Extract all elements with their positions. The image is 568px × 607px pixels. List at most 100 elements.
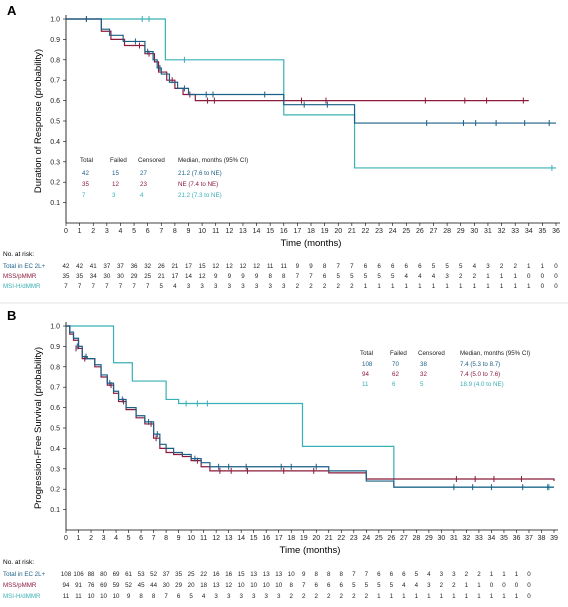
at-risk-value: 3	[241, 283, 245, 290]
at-risk-value: 12	[239, 263, 246, 270]
at-risk-value: 2	[459, 273, 463, 280]
table-cell: 15	[112, 170, 119, 177]
x-tick-label: 8	[164, 535, 168, 542]
at-risk-value: 6	[340, 582, 344, 589]
at-risk-value: 8	[290, 582, 294, 589]
at-risk-value: 17	[171, 273, 178, 280]
at-risk-value: 12	[253, 263, 260, 270]
at-risk-value: 2	[336, 283, 340, 290]
at-risk-value: 42	[76, 263, 83, 270]
panel-label: A	[7, 3, 17, 18]
at-risk-value: 44	[150, 582, 157, 589]
at-risk-value: 9	[127, 593, 131, 600]
table-header: Failed	[390, 350, 407, 357]
at-risk-value: 21	[158, 273, 165, 280]
y-tick-label: 0.9	[50, 37, 60, 44]
at-risk-value: 10	[88, 593, 95, 600]
at-risk-row-label: Total in EC 2L+	[3, 571, 46, 578]
x-tick-label: 27	[430, 228, 438, 235]
at-risk-title: No. at risk:	[3, 559, 34, 566]
at-risk-value: 2	[440, 582, 444, 589]
at-risk-value: 36	[131, 263, 138, 270]
at-risk-value: 3	[200, 283, 204, 290]
at-risk-value: 7	[132, 283, 136, 290]
y-tick-label: 0.8	[50, 364, 60, 371]
table-header: Median, months (95% CI)	[178, 157, 248, 164]
y-tick-label: 0.1	[50, 507, 60, 514]
at-risk-value: 25	[144, 273, 151, 280]
table-header: Total	[80, 157, 93, 164]
km-curve-total	[66, 18, 556, 124]
at-risk-value: 13	[275, 571, 282, 578]
x-tick-label: 25	[402, 228, 410, 235]
at-risk-value: 30	[163, 582, 170, 589]
at-risk-value: 5	[391, 273, 395, 280]
table-cell: 21.2 (7.3 to NE)	[178, 192, 222, 199]
at-risk-value: 30	[103, 273, 110, 280]
at-risk-value: 8	[268, 273, 272, 280]
x-tick-label: 16	[262, 535, 270, 542]
at-risk-value: 6	[177, 593, 181, 600]
at-risk-value: 1	[459, 283, 463, 290]
at-risk-value: 1	[513, 283, 517, 290]
at-risk-value: 4	[427, 571, 431, 578]
at-risk-value: 14	[185, 273, 192, 280]
at-risk-value: 1	[390, 593, 394, 600]
panel-a: A0 1 2 3 4 5 6 7 8 9 10 11 12 13 14 15 16 17 18 19 20 21 22 23 2…	[3, 3, 560, 290]
at-risk-value: 5	[352, 582, 356, 589]
y-tick-label: 0.3	[50, 466, 60, 473]
at-risk-value: 12	[199, 273, 206, 280]
panel-b: B0 1 2 3 4 5 6 7 8 9 10 11 12 13 14 15 16 17 18 19 20 21 22 23 2…	[3, 308, 558, 600]
x-tick-label: 23	[375, 228, 383, 235]
table-cell: 4	[140, 192, 144, 199]
x-tick-label: 36	[513, 535, 521, 542]
table-cell: 70	[392, 361, 399, 368]
at-risk-value: 6	[390, 571, 394, 578]
at-risk-value: 1	[402, 593, 406, 600]
at-risk-value: 9	[302, 571, 306, 578]
table-cell: 7	[82, 192, 86, 199]
at-risk-value: 10	[113, 593, 120, 600]
at-risk-value: 35	[76, 273, 83, 280]
y-tick-label: 0.5	[50, 119, 60, 126]
y-tick-label: 0.7	[50, 385, 60, 392]
at-risk-value: 32	[144, 263, 151, 270]
x-tick-label: 35	[500, 535, 508, 542]
at-risk-value: 9	[241, 273, 245, 280]
x-tick-label: 11	[212, 228, 219, 235]
x-tick-label: 12	[225, 228, 233, 235]
at-risk-value: 6	[418, 263, 422, 270]
at-risk-value: 3	[445, 273, 449, 280]
y-tick-label: 0.6	[50, 405, 60, 412]
at-risk-value: 1	[432, 283, 436, 290]
table-header: Censored	[138, 157, 165, 164]
at-risk-value: 6	[405, 263, 409, 270]
at-risk-value: 6	[377, 263, 381, 270]
at-risk-value: 37	[103, 263, 110, 270]
at-risk-value: 7	[350, 263, 354, 270]
at-risk-value: 5	[336, 273, 340, 280]
at-risk-value: 4	[405, 273, 409, 280]
at-risk-value: 7	[146, 283, 150, 290]
table-cell: 7.4 (5.3 to 8.7)	[460, 361, 500, 368]
at-risk-row-label: MSI-H/dMMR	[3, 593, 41, 600]
at-risk-value: 7	[91, 283, 95, 290]
at-risk-value: 53	[138, 571, 145, 578]
at-risk-value: 15	[199, 263, 206, 270]
at-risk-value: 0	[554, 273, 558, 280]
at-risk-value: 1	[486, 283, 490, 290]
km-curve-msi	[66, 325, 554, 488]
at-risk-row-label: MSS/pMMR	[3, 273, 37, 280]
x-tick-label: 6	[139, 535, 143, 542]
table-cell: 21.2 (7.6 to NE)	[178, 170, 222, 177]
at-risk-value: 1	[527, 263, 531, 270]
at-risk-value: 1	[500, 273, 504, 280]
km-curve-msi	[66, 18, 556, 169]
at-risk-value: 45	[138, 582, 145, 589]
at-risk-value: 37	[117, 263, 124, 270]
x-tick-label: 38	[538, 535, 546, 542]
at-risk-value: 2	[365, 593, 369, 600]
at-risk-value: 1	[427, 593, 431, 600]
x-tick-label: 30	[470, 228, 478, 235]
x-tick-label: 31	[484, 228, 492, 235]
